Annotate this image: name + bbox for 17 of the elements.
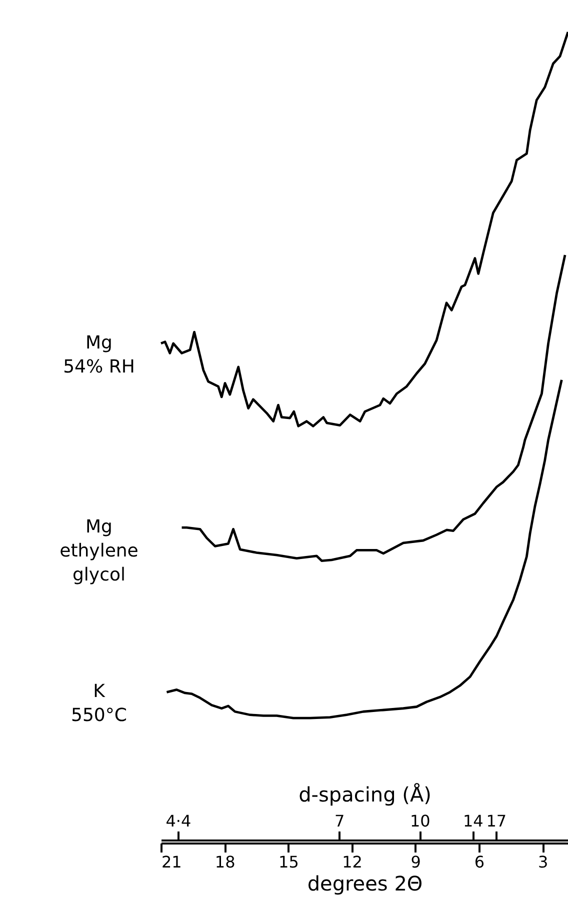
annotation: 17 [486,812,507,830]
x-tick-label: 9 [410,852,421,872]
series-label: Mg 54% RH [63,332,135,378]
annotation: 4·4 [166,812,192,830]
x-tick-label: 3 [538,852,548,872]
x-tick-label: 12 [342,852,362,872]
x-tick-label: 15 [278,852,299,872]
text: Mg ethylene glycol [60,516,138,586]
x-tick-label: 18 [214,852,236,872]
text: K 550°C [71,681,127,726]
x-tick-label: 21 [162,852,182,872]
annotation: 10 [410,812,430,830]
x-tick-label: 6 [474,852,485,872]
x2-axis-title: d-spacing (Å) [298,782,432,806]
x-axis-title: degrees 2Θ [307,872,423,896]
annotation: 7 [334,812,345,830]
annotation: 14 [462,812,484,830]
